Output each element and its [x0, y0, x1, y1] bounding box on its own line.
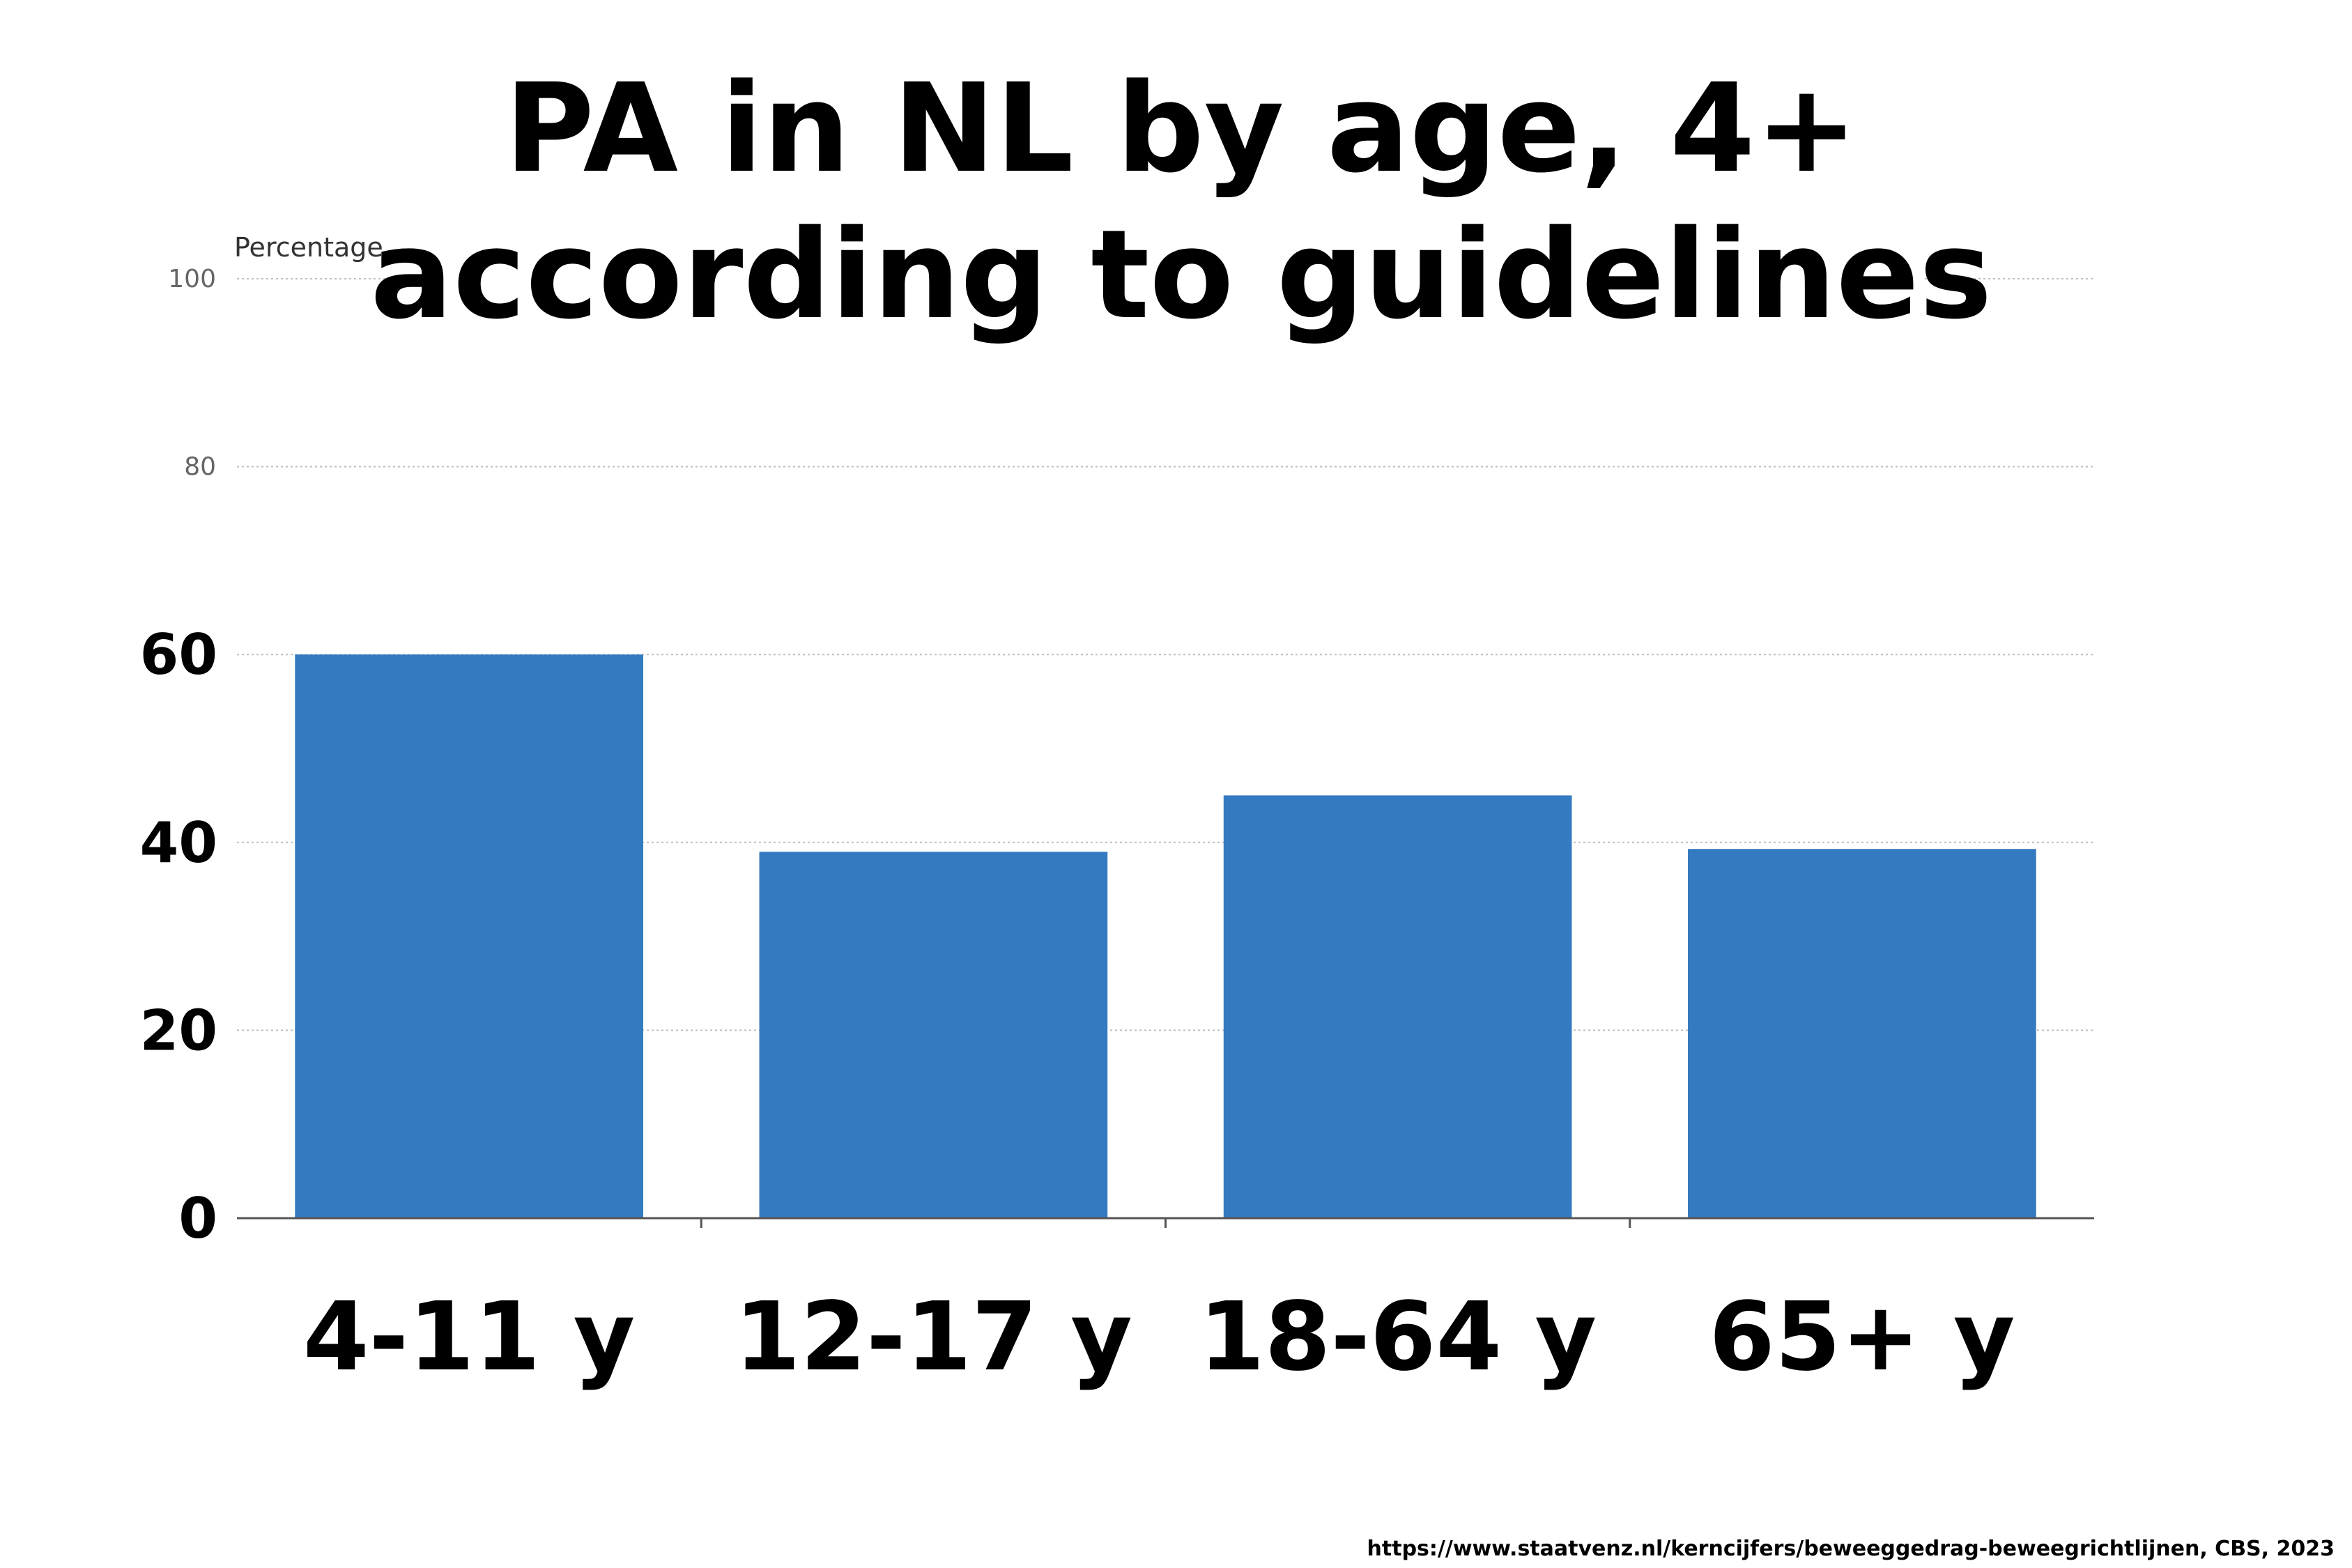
- x-tick-label: 18-64 y: [1199, 1282, 1597, 1392]
- x-tick-label: 4-11 y: [303, 1282, 635, 1392]
- x-axis: [237, 1217, 2094, 1228]
- bar: [1688, 849, 2036, 1218]
- y-axis-unit-label: Percentage: [234, 232, 383, 263]
- chart-title-line-2: according to guidelines: [370, 203, 1992, 346]
- title-backdrop: [439, 56, 1923, 335]
- bar: [759, 852, 1108, 1218]
- y-tick-label: 0: [178, 1186, 217, 1251]
- y-tick-label: 60: [140, 622, 217, 687]
- y-tick-label: 40: [140, 810, 217, 875]
- x-tick-label: 12-17 y: [735, 1282, 1132, 1392]
- x-tick-labels: 4-11 y 12-17 y 18-64 y 65+ y: [303, 1282, 2015, 1392]
- chart-title-line-1: PA in NL by age, 4+: [505, 57, 1858, 200]
- x-tick-label: 65+ y: [1709, 1282, 2015, 1392]
- bars: [295, 654, 2036, 1218]
- bar: [295, 654, 643, 1218]
- y-tick-label: 100: [168, 265, 216, 293]
- bar: [1223, 795, 1572, 1218]
- y-tick-labels: 0 20 40 60 80 100: [140, 265, 217, 1251]
- y-tick-label: 80: [184, 453, 216, 482]
- y-tick-label: 20: [140, 998, 217, 1063]
- source-citation: https://www.staatvenz.nl/kerncijfers/bew…: [1367, 1537, 2335, 1561]
